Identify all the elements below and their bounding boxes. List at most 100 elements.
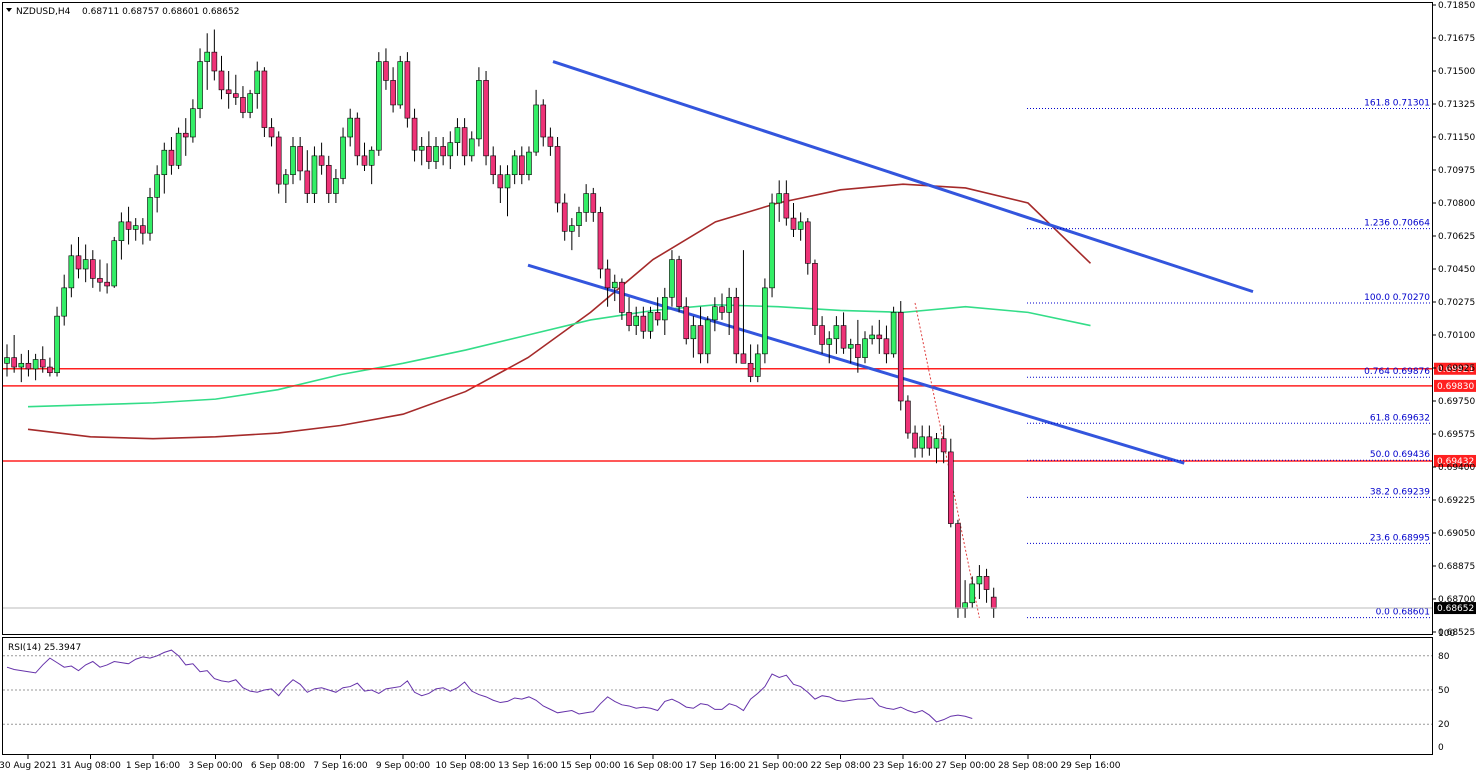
- bull-candle: [797, 221, 804, 230]
- bear-candle: [75, 255, 82, 270]
- bull-candle: [769, 202, 775, 289]
- bear-candle: [547, 136, 554, 147]
- bear-candle: [912, 432, 918, 449]
- bull-candle: [68, 255, 75, 289]
- bull-candle: [375, 61, 382, 151]
- fib-anchor-line: [914, 302, 980, 618]
- bear-candle: [840, 325, 847, 349]
- x-tick-label: 17 Sep 16:00: [685, 761, 745, 771]
- bear-candle: [168, 149, 175, 166]
- bear-candle: [275, 136, 282, 185]
- bear-candle: [390, 80, 396, 106]
- bull-candle: [54, 315, 60, 374]
- ma-green-line: [27, 304, 1091, 408]
- support-resistance-lines: 0.69921 0.69830 0.69432: [3, 362, 1476, 467]
- bear-candle: [812, 263, 818, 326]
- bull-candle: [454, 127, 461, 143]
- bull-candle: [147, 197, 153, 234]
- time-axis: 30 Aug 2021 31 Aug 08:00 1 Sep 16:00 3 Sep …: [0, 755, 1121, 771]
- x-tick-label: 23 Sep 16:00: [873, 761, 933, 771]
- y-tick-label: 0.70975: [1438, 166, 1475, 176]
- bear-candle: [747, 362, 754, 377]
- bull-candle: [533, 104, 539, 153]
- bull-candle: [569, 225, 575, 232]
- bear-candle: [697, 325, 704, 355]
- bear-candle: [47, 366, 53, 374]
- bear-candle: [740, 353, 747, 364]
- bear-candle: [483, 80, 489, 157]
- bear-candle: [182, 132, 189, 138]
- bear-candle: [240, 97, 246, 113]
- ma-red-line: [27, 183, 1092, 440]
- fib-label: 50.0 0.69436: [1370, 450, 1430, 460]
- bull-candle: [661, 296, 668, 321]
- y-tick-label: 0.71675: [1438, 34, 1475, 44]
- bear-candle: [654, 312, 661, 321]
- bear-candle: [604, 268, 611, 289]
- bull-candle: [862, 338, 868, 358]
- bear-candle: [461, 127, 468, 157]
- x-tick-label: 1 Sep 16:00: [126, 761, 181, 771]
- bull-candle: [712, 306, 718, 321]
- bull-candle: [254, 70, 261, 94]
- bull-candle: [161, 149, 168, 176]
- bear-candle: [640, 315, 647, 332]
- bull-candle: [118, 221, 125, 242]
- bear-candle: [90, 259, 96, 279]
- bear-candle: [140, 225, 146, 234]
- bear-candle: [261, 70, 268, 128]
- trendlines: [527, 60, 1254, 465]
- bear-candle: [790, 217, 797, 230]
- bear-candle: [304, 170, 311, 194]
- last-price-tag: [1434, 602, 1476, 615]
- bull-candle: [418, 146, 425, 151]
- x-tick-label: 10 Sep 08:00: [435, 761, 495, 771]
- bull-candle: [754, 353, 761, 377]
- bear-candle: [233, 93, 239, 98]
- x-tick-label: 9 Sep 00:00: [376, 761, 431, 771]
- y-tick-label: 0.71850: [1438, 1, 1475, 11]
- fib-label: 23.6 0.68995: [1370, 533, 1430, 543]
- bull-candle: [976, 576, 983, 585]
- bear-candle: [619, 281, 625, 313]
- y-tick-label: 0.69400: [1438, 463, 1475, 473]
- x-tick-label: 3 Sep 00:00: [188, 761, 243, 771]
- y-tick-label: 0.69575: [1438, 430, 1475, 440]
- bear-candle: [819, 325, 825, 345]
- y-tick-label: 0.71325: [1438, 100, 1475, 110]
- y-tick-label: 0.70800: [1438, 199, 1475, 209]
- price-tag-label: 0.69432: [1437, 457, 1474, 467]
- y-tick-label: 0.70450: [1438, 265, 1475, 275]
- bull-candle: [890, 312, 897, 355]
- bull-candle: [190, 108, 196, 138]
- bull-candle: [476, 80, 482, 140]
- bull-candle: [111, 240, 118, 287]
- x-tick-label: 22 Sep 08:00: [810, 761, 870, 771]
- fib-label: 0.0 0.68601: [1376, 608, 1430, 618]
- x-tick-label: 28 Sep 08:00: [998, 761, 1058, 771]
- y-tick-label: 0.69050: [1438, 529, 1475, 539]
- bear-candle: [855, 344, 861, 358]
- fib-label: 38.2 0.69239: [1370, 487, 1430, 497]
- bull-candle: [132, 225, 139, 230]
- bull-candle: [311, 155, 318, 194]
- bull-candle: [447, 142, 454, 157]
- bull-candle: [776, 193, 783, 204]
- bear-candle: [125, 221, 132, 230]
- bull-candle: [633, 315, 640, 326]
- bull-candle: [833, 325, 840, 340]
- bull-candle: [869, 334, 875, 340]
- bear-candle: [211, 51, 218, 72]
- bull-candle: [690, 325, 697, 340]
- y-tick-label: 0.70275: [1438, 298, 1475, 308]
- rsi-tick-label: 50: [1438, 686, 1450, 696]
- bear-candle: [590, 193, 597, 213]
- bull-candle: [18, 362, 25, 368]
- rsi-line: [6, 649, 973, 723]
- price-tag-label: 0.69921: [1437, 365, 1474, 375]
- bear-candle: [11, 357, 17, 368]
- bear-candle: [683, 306, 690, 340]
- fibonacci-levels: 161.8 0.71301 1.236 0.70664 100.0 0.70270 0…: [914, 99, 1432, 619]
- collapse-triangle-icon[interactable]: [6, 8, 12, 12]
